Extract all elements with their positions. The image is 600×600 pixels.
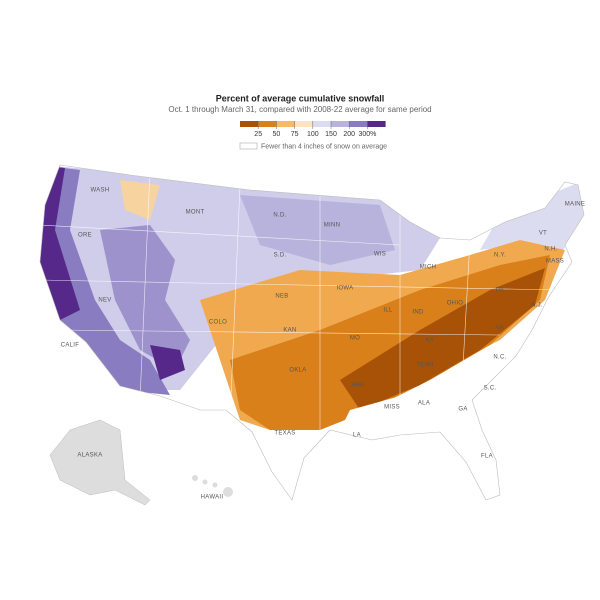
- legend-swatch: [331, 121, 350, 127]
- legend-swatch: [312, 121, 331, 127]
- state-label: OKLA: [289, 368, 306, 374]
- legend-swatch: [367, 121, 386, 127]
- legend-tick-label: 300%: [358, 131, 376, 138]
- state-label: MASS: [546, 259, 564, 265]
- state-label: HAWAII: [201, 495, 224, 501]
- legend-tick-label: 150: [325, 131, 337, 138]
- state-label: IOWA: [337, 286, 354, 292]
- state-label: OHIO: [447, 301, 464, 307]
- state-label: ILL: [383, 308, 393, 314]
- state-label: CALIF: [61, 343, 80, 349]
- legend-swatch: [294, 121, 313, 127]
- state-label: N.H.: [544, 247, 557, 253]
- state-label: FLA: [481, 454, 493, 460]
- state-label: MO: [350, 336, 360, 342]
- state-label: S.C.: [484, 386, 497, 392]
- state-label: WASH: [91, 188, 110, 194]
- alaska: [49, 419, 151, 506]
- legend: 25 50 75 100 150 200 300%: [240, 121, 386, 138]
- state-label: ALA: [418, 401, 430, 407]
- legend-swatch: [349, 121, 368, 127]
- subtitle: Oct. 1 through March 31, compared with 2…: [168, 105, 431, 114]
- state-label: N.J.: [531, 303, 543, 309]
- legend-tick-label: 25: [254, 131, 262, 138]
- state-label: COLO: [209, 320, 227, 326]
- state-label: ORE: [78, 233, 92, 239]
- state-label: LA: [353, 433, 361, 439]
- state-labels: WASH MONT N.D. MINN ORE S.D. WIS MICH MA…: [61, 188, 586, 501]
- state-label: S.D.: [274, 253, 287, 259]
- state-label: GA: [458, 407, 467, 413]
- state-label: VT: [539, 231, 547, 237]
- state-label: KAN: [283, 328, 296, 334]
- state-label: NEB: [275, 294, 288, 300]
- legend-swatch: [276, 121, 295, 127]
- legend-tick-label: 200: [343, 131, 355, 138]
- legend-note: Fewer than 4 inches of snow on average: [261, 143, 387, 150]
- legend-swatch: [258, 121, 277, 127]
- state-label: IND: [412, 310, 424, 316]
- state-label: NEV: [98, 298, 111, 304]
- legend-tick-label: 50: [273, 131, 281, 138]
- state-label: ALASKA: [77, 453, 102, 459]
- state-label: MINN: [324, 223, 341, 229]
- legend-swatch: [240, 121, 259, 127]
- state-label: MICH: [420, 265, 437, 271]
- state-label: TENN: [416, 363, 434, 369]
- state-label: TEXAS: [274, 431, 295, 437]
- state-label: KY: [426, 338, 435, 344]
- state-label: PA: [496, 288, 504, 294]
- state-label: ARK: [351, 383, 364, 389]
- state-label: MONT: [186, 210, 205, 216]
- state-label: MAINE: [565, 202, 586, 208]
- state-label: MISS: [384, 405, 400, 411]
- legend-tick-label: 75: [291, 131, 299, 138]
- state-label: VA: [496, 326, 504, 332]
- state-label: WIS: [374, 252, 386, 258]
- state-label: N.Y.: [494, 253, 506, 259]
- legend-empty-swatch: [239, 142, 258, 150]
- legend-tick-label: 100: [307, 131, 319, 138]
- hawaii: [192, 475, 233, 497]
- title: Percent of average cumulative snowfall: [216, 93, 385, 103]
- state-label: N.D.: [273, 213, 286, 219]
- us-outline: [39, 164, 585, 501]
- state-label: N.C.: [493, 355, 506, 361]
